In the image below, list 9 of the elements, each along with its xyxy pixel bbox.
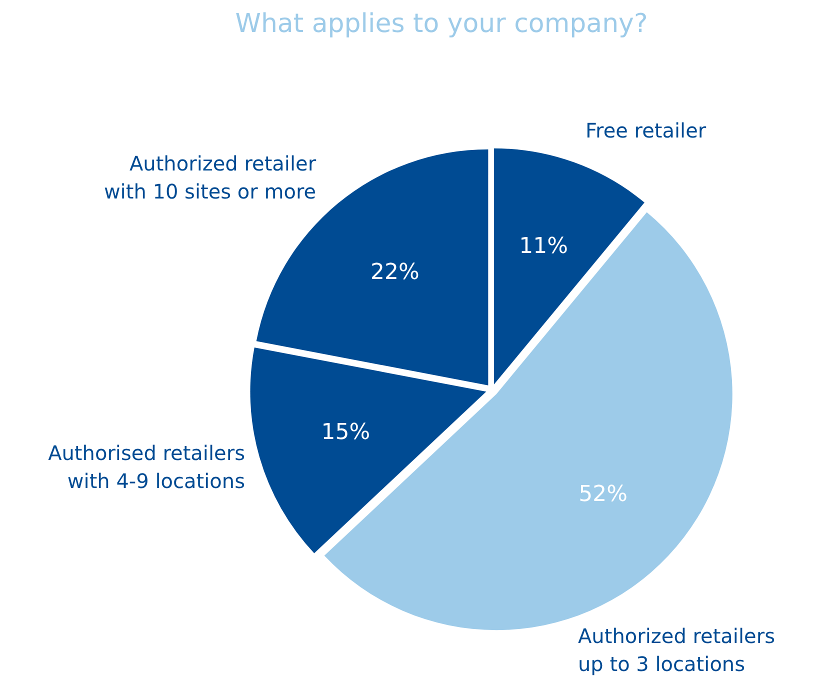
slice-label: Authorised retailers with 4-9 locations: [48, 441, 245, 493]
data-label: 22%: [370, 260, 420, 286]
data-label: 52%: [578, 482, 628, 507]
slice-label: Authorized retailer with 10 sites or more: [104, 151, 317, 204]
data-label: 15%: [321, 420, 370, 445]
slice-label: Free retailer: [585, 118, 707, 142]
slice-label: Authorized retailers up to 3 locations: [578, 624, 775, 676]
data-label: 11%: [519, 234, 568, 260]
chart-title: What applies to your company?: [235, 9, 648, 39]
